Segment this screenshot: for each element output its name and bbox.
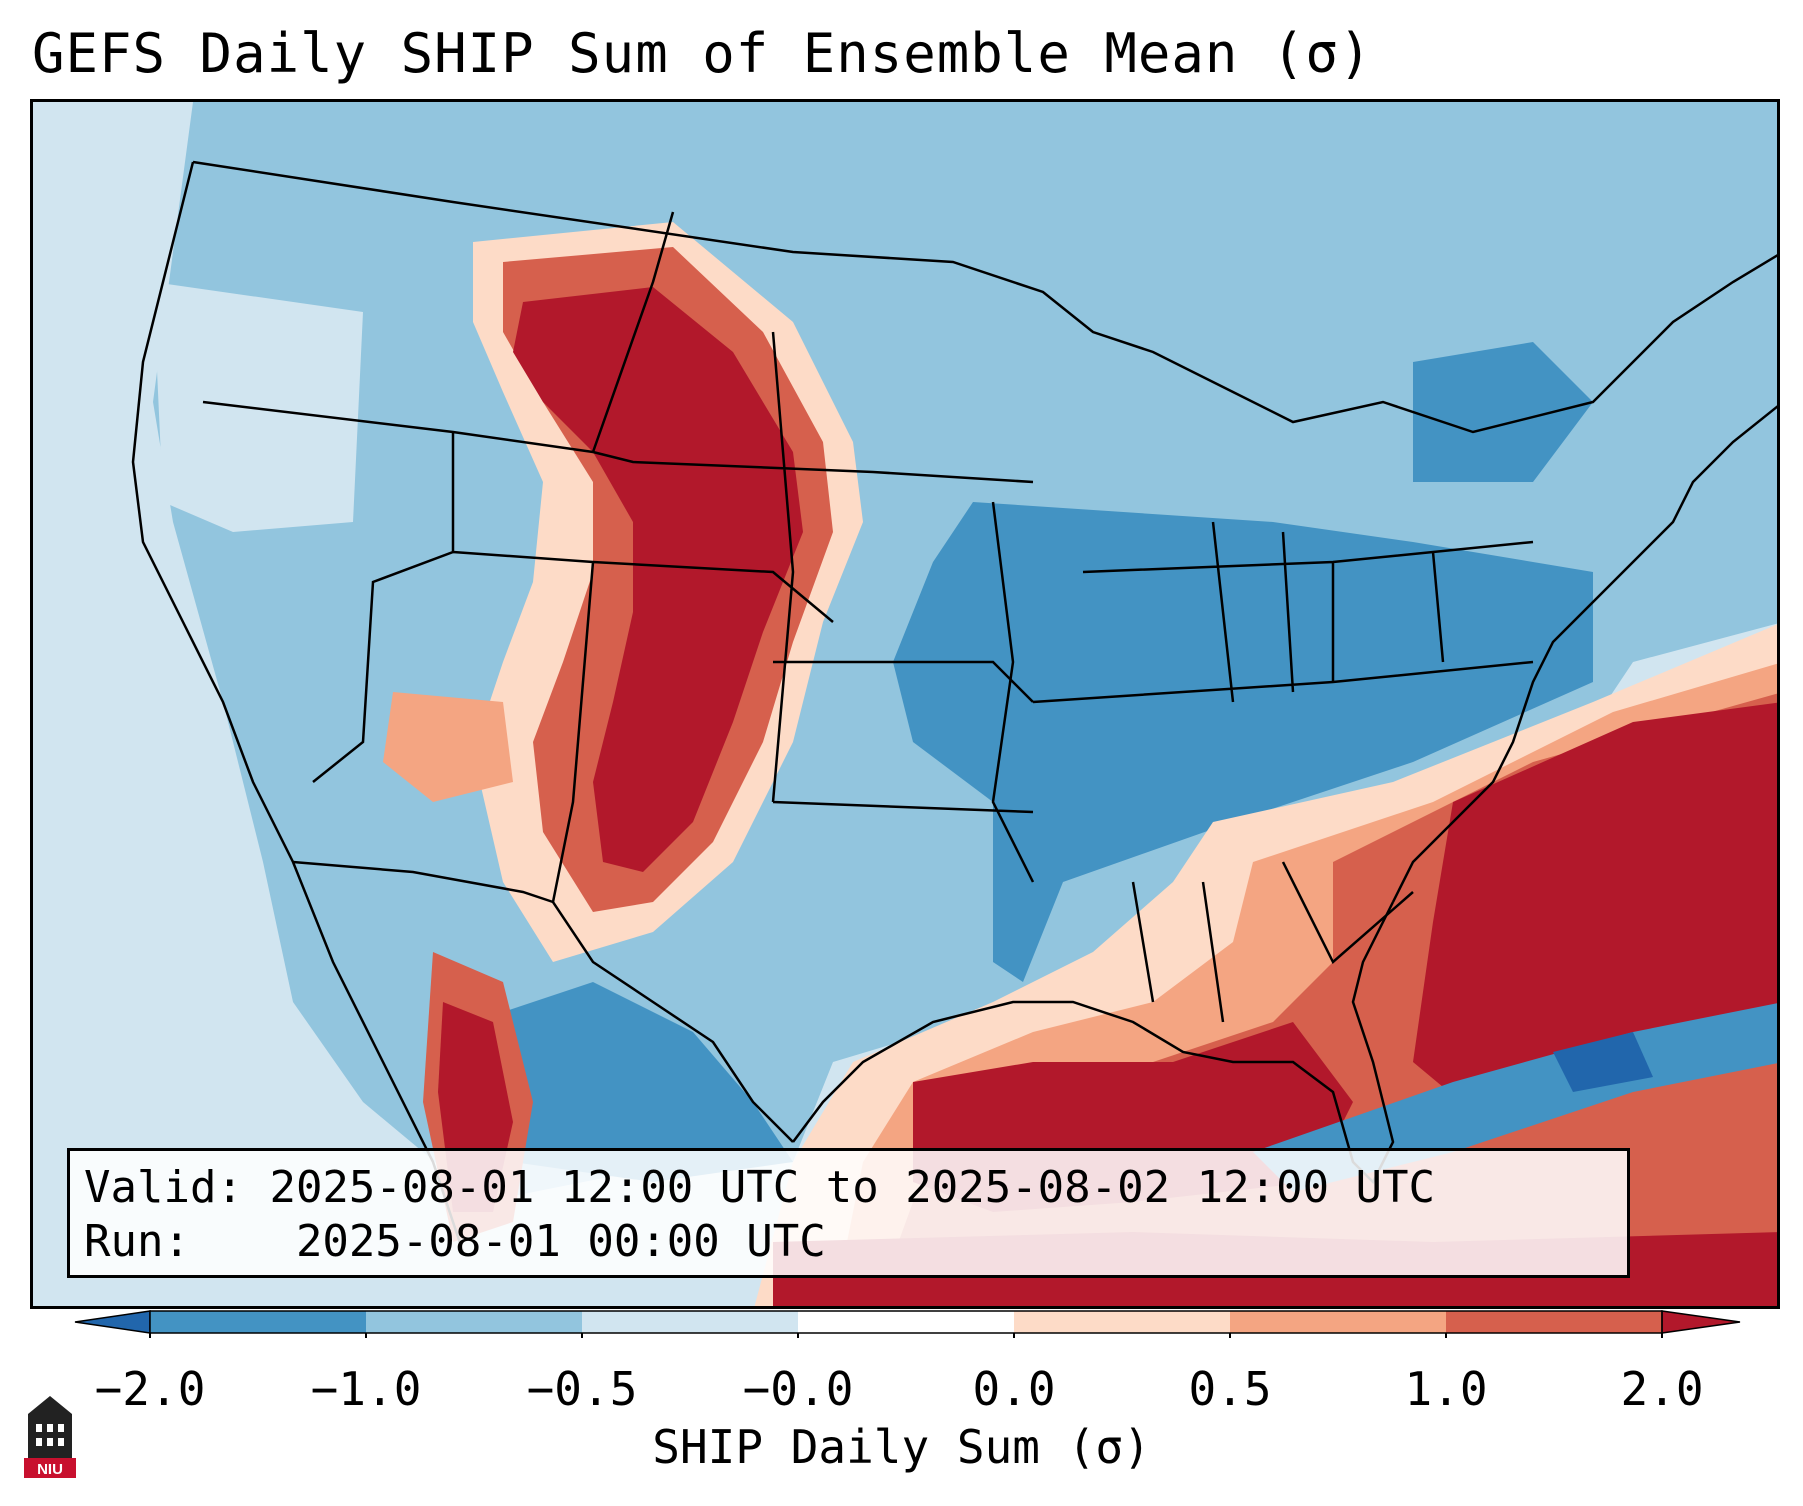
colorbar-segment (366, 1311, 582, 1333)
run-value: 2025-08-01 00:00 UTC (295, 1216, 826, 1267)
valid-label: Valid: (84, 1162, 243, 1213)
colorbar-segment (1014, 1311, 1230, 1333)
colorbar-segment (798, 1311, 1014, 1333)
field-region-blue-caribbean (1253, 1003, 1777, 1192)
west-coast (131, 161, 465, 1253)
ship-map (33, 102, 1777, 1306)
colorbar-svg (74, 1310, 1741, 1340)
colorbar-segment (150, 1311, 366, 1333)
colorbar-tick-label: 1.0 (1404, 1362, 1488, 1416)
gulf-coast (792, 901, 1395, 1185)
colorbar-tick-label: −1.0 (310, 1362, 422, 1416)
colorbar-tick-label: −2.0 (94, 1362, 206, 1416)
field-region-pale-nw (153, 282, 363, 532)
valid-value: 2025-08-01 12:00 UTC to 2025-08-02 12:00… (269, 1162, 1436, 1213)
colorbar-tick-label: 0.0 (972, 1362, 1056, 1416)
colorbar-tick-label: −0.5 (526, 1362, 638, 1416)
field-region-red-plains-core (513, 287, 803, 872)
colorbar-tick-label: −0.0 (742, 1362, 854, 1416)
run-label: Run: (84, 1216, 190, 1267)
us-mexico-border (292, 860, 794, 1143)
validity-info-box: Valid: 2025-08-01 12:00 UTC to 2025-08-0… (67, 1148, 1630, 1278)
field-region-blue-canada (1413, 342, 1593, 482)
colorbar-extend-high (1661, 1310, 1741, 1334)
field-region-red-southwest (383, 692, 513, 802)
field-region-darkblue-caribbean (1553, 1032, 1653, 1092)
east-coast (1391, 405, 1777, 903)
colorbar-segment (582, 1311, 798, 1333)
logo-text: NIU (37, 1461, 63, 1478)
colorbar-extend-low (74, 1310, 151, 1334)
map-panel[interactable] (30, 99, 1780, 1309)
colorbar-segment (1230, 1311, 1446, 1333)
state-lines (202, 211, 1534, 1023)
field-region-red-atlantic-core (1413, 702, 1777, 1112)
colorbar-label: SHIP Daily Sum (σ) (652, 1420, 1151, 1474)
colorbar (0, 1308, 1803, 1388)
colorbar-segment (1446, 1311, 1662, 1333)
university-tower-icon: NIU (20, 1392, 80, 1482)
field-region-blue-east (893, 502, 1593, 982)
map-boundaries (131, 160, 1777, 1253)
colorbar-outline (149, 1310, 1663, 1334)
colorbar-tick-label: 0.5 (1188, 1362, 1272, 1416)
us-canada-border (192, 160, 1777, 434)
field-region-blue-southwest (473, 982, 793, 1182)
colorbar-tick-label: 2.0 (1620, 1362, 1704, 1416)
chart-title: GEFS Daily SHIP Sum of Ensemble Mean (σ) (32, 22, 1373, 85)
